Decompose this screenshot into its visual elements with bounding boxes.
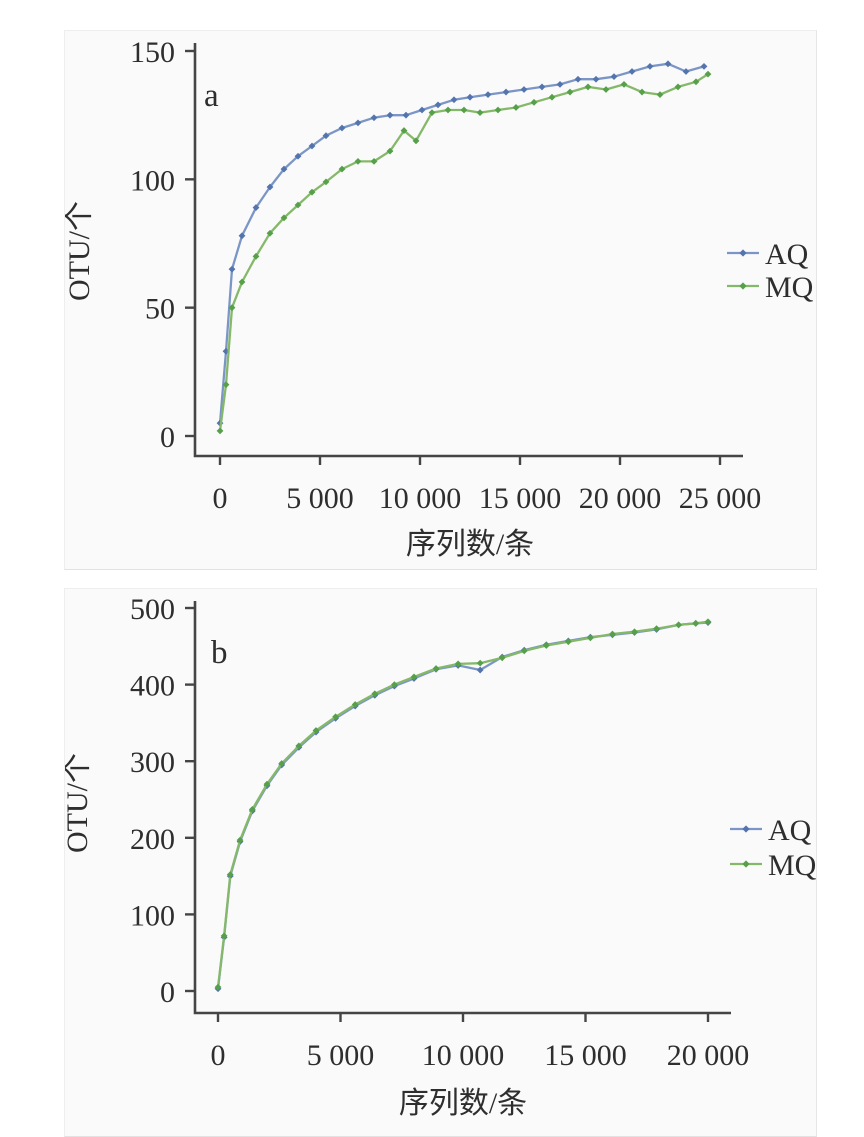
legend-marker-MQ [739,282,747,290]
chart-panel-b: 0 100 200 300 400 500 0 5 000 10 000 15 000 20 000… [64,588,817,1137]
y-tick-label: 50 [145,293,175,326]
legend-marker-MQ [742,860,750,868]
y-axis-title: OTU/个 [65,201,96,301]
series-markers-MQ [214,618,712,991]
x-tick-label: 15 000 [479,482,562,515]
x-tick-label: 5 000 [307,1039,375,1072]
x-tick-label: 0 [213,482,228,515]
x-tick-label: 5 000 [286,482,354,515]
x-tick-label: 20 000 [579,482,662,515]
series-markers-AQ [214,619,712,993]
x-tick-label: 0 [211,1039,226,1072]
x-axis-title: 序列数/条 [406,528,534,561]
y-tick-label: 0 [160,976,175,1009]
series-line-AQ [216,621,710,990]
y-tick-label: 300 [130,746,175,779]
x-tick-label: 15 000 [544,1039,627,1072]
y-tick-label: 0 [160,421,175,454]
x-tick-label: 10 000 [379,482,462,515]
chart-a-canvas: 0 50 100 150 0 5 000 10 000 15 000 20 000 25 000 a… [65,36,814,561]
legend-label-AQ: AQ [768,814,812,847]
y-tick-label: 200 [130,823,175,856]
legend-label-MQ: MQ [765,271,814,304]
panel-letter: b [211,635,228,671]
axes [193,601,731,1015]
panel-letter: a [204,78,219,114]
x-tick-label: 20 000 [667,1039,750,1072]
y-tick-label: 150 [130,36,175,69]
y-tick-label: 100 [130,164,175,197]
x-tick-label: 10 000 [422,1039,505,1072]
series-markers-MQ [216,70,712,435]
legend-label-AQ: AQ [765,238,809,271]
y-tick-label: 400 [130,670,175,703]
y-axis-title: OTU/个 [65,753,94,853]
series-line-MQ [218,72,710,433]
legend-marker-AQ [739,249,747,257]
series-line-AQ [218,62,706,425]
chart-b-canvas: 0 100 200 300 400 500 0 5 000 10 000 15 000 20 000… [65,593,817,1120]
legend-marker-AQ [742,825,750,833]
axes [193,43,743,458]
legend-label-MQ: MQ [768,849,817,882]
chart-panel-a: 0 50 100 150 0 5 000 10 000 15 000 20 000 25 000 a… [64,30,817,570]
series-markers-AQ [216,60,708,427]
y-tick-label: 500 [130,593,175,626]
series-line-MQ [216,620,710,989]
x-axis-title: 序列数/条 [399,1087,527,1120]
x-tick-label: 25 000 [679,482,762,515]
y-tick-label: 100 [130,899,175,932]
